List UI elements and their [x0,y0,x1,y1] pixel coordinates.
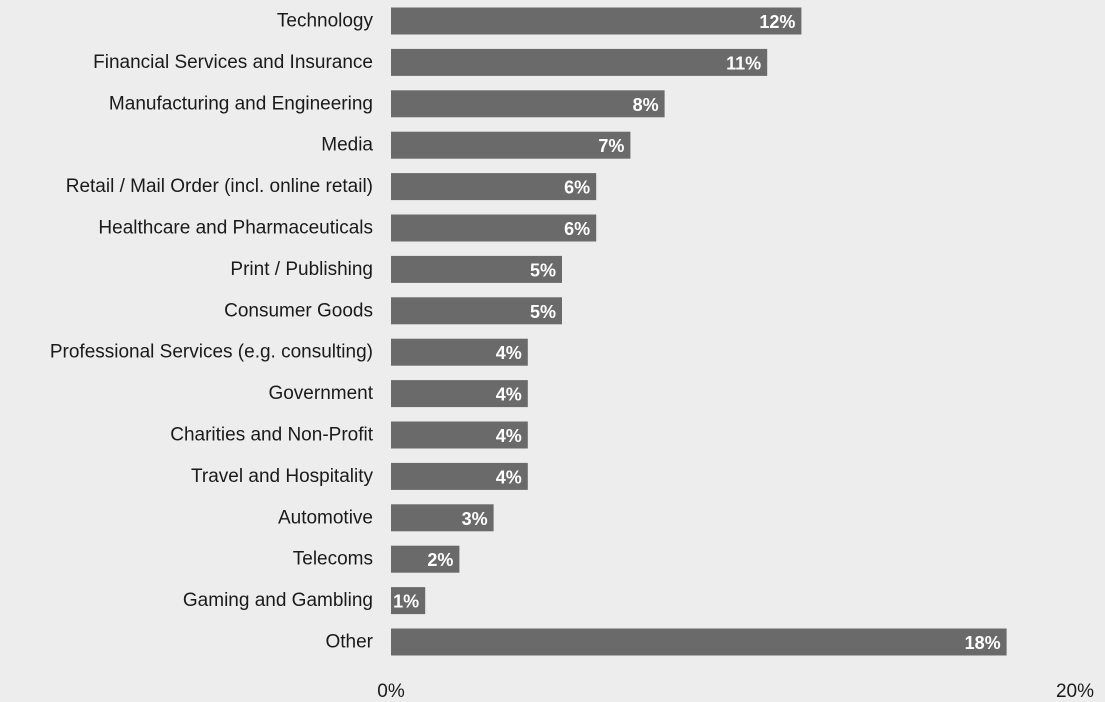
category-label: Gaming and Gambling [183,590,373,611]
bar [391,380,528,408]
category-label: Financial Services and Insurance [93,52,373,73]
category-label: Print / Publishing [230,259,373,280]
x-tick-label: 0% [377,681,405,702]
category-label: Healthcare and Pharmaceuticals [98,218,373,239]
value-label: 5% [530,302,556,322]
bar-row: Government 4% [268,380,528,408]
category-label: Retail / Mail Order (incl. online retail… [66,176,373,197]
bar-row: Technology 12% [277,7,802,35]
bar-row: Financial Services and Insurance 11% [93,48,768,76]
category-label: Automotive [278,507,373,528]
value-label: 6% [564,219,590,239]
value-label: 1% [393,592,419,612]
value-label: 8% [633,95,659,115]
category-label: Government [268,383,373,404]
bar [391,255,562,283]
value-label: 6% [564,178,590,198]
bar-row: Consumer Goods 5% [224,297,562,325]
x-tick-label: 20% [1056,681,1094,702]
value-label: 3% [462,509,488,529]
bar [391,421,528,449]
bar [391,587,426,615]
value-label: 4% [496,467,522,487]
bar [391,7,802,35]
bar [391,214,597,242]
bar [391,504,494,532]
bar [391,545,460,573]
value-label: 5% [530,260,556,280]
bar-row: Retail / Mail Order (incl. online retail… [66,173,597,201]
value-label: 4% [496,343,522,363]
category-label: Telecoms [293,549,373,570]
category-label: Travel and Hospitality [191,466,373,487]
bar-row: Telecoms 2% [293,545,460,573]
bar-row: Print / Publishing 5% [230,255,562,283]
value-label: 7% [598,136,624,156]
bar-row: Automotive 3% [278,504,494,532]
bar-row: Manufacturing and Engineering 8% [109,90,665,118]
category-label: Charities and Non-Profit [170,425,373,446]
bar [391,173,597,201]
bar-row: Media 7% [321,131,631,159]
value-label: 12% [759,12,795,32]
bar [391,628,1007,656]
bar [391,131,631,159]
category-label: Other [325,632,373,653]
value-label: 11% [726,53,761,73]
bar [391,462,528,490]
value-label: 4% [496,426,522,446]
bar-row: Gaming and Gambling 1% [183,587,426,615]
bar [391,90,665,118]
bar-row: Travel and Hospitality 4% [191,462,528,490]
bar [391,297,562,325]
category-label: Media [321,135,373,156]
category-label: Manufacturing and Engineering [109,93,373,114]
bar [391,48,768,76]
category-label: Professional Services (e.g. consulting) [50,342,373,363]
bar [391,338,528,366]
bar-row: Other 18% [325,628,1007,656]
category-label: Consumer Goods [224,300,373,321]
bar-row: Charities and Non-Profit 4% [170,421,528,449]
value-label: 2% [427,550,453,570]
value-label: 18% [965,633,1001,653]
category-label: Technology [277,11,374,32]
value-label: 4% [496,385,522,405]
bar-row: Healthcare and Pharmaceuticals 6% [98,214,597,242]
bar-row: Professional Services (e.g. consulting) 4… [50,338,528,366]
